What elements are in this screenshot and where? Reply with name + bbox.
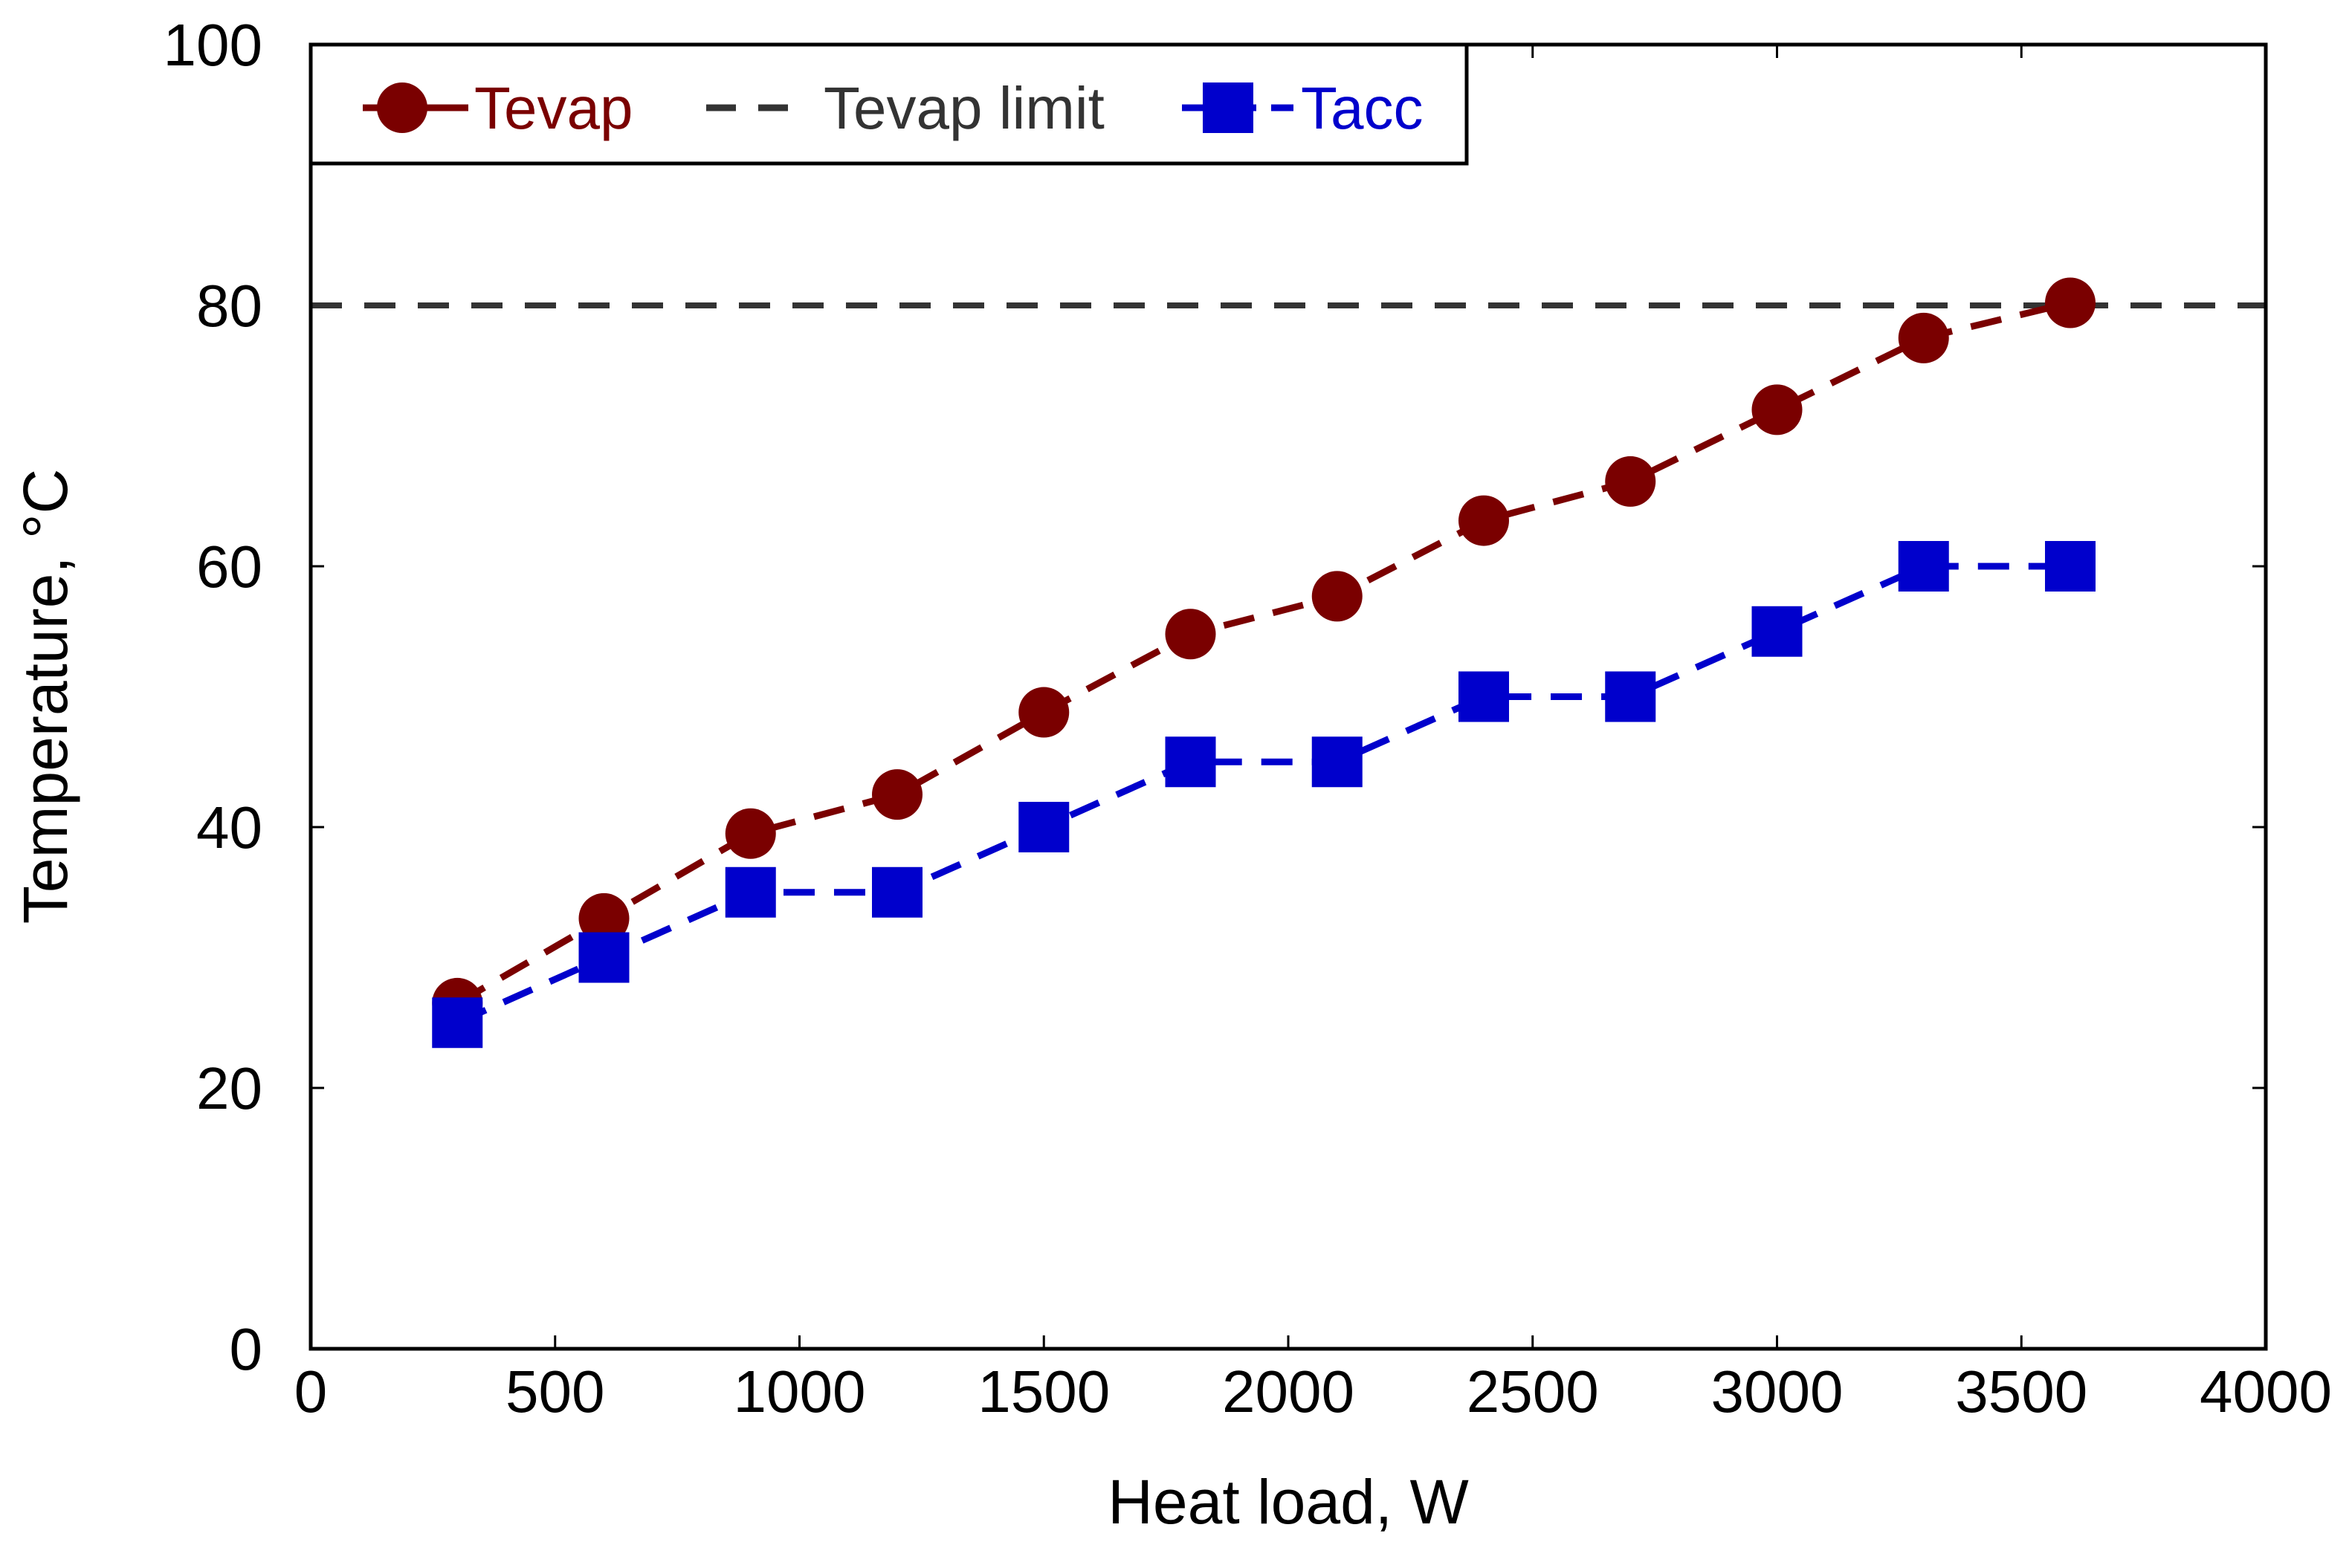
tevap-point [1458, 495, 1509, 546]
x-axis-title: Heat load, W [1108, 1467, 1469, 1537]
y-tick-label: 40 [196, 794, 262, 861]
tacc-point [725, 866, 776, 918]
x-tick-label: 3000 [1711, 1358, 1844, 1425]
ticks: 0 500 1000 1500 2000 2500 3000 3500 4000 0 20 40 60 8… [164, 12, 2332, 1425]
tacc-point [1311, 736, 1363, 788]
y-tick-label: 60 [196, 534, 262, 600]
y-tick-label: 80 [196, 273, 262, 339]
x-tick-label: 0 [294, 1358, 328, 1425]
y-tick-label: 20 [196, 1055, 262, 1121]
legend-tacc-label: Tacc [1301, 75, 1424, 141]
tevap-point [1165, 609, 1216, 660]
x-tick-label: 1000 [734, 1358, 866, 1425]
series-layer [432, 277, 2096, 1049]
y-tick-label: 100 [164, 12, 262, 78]
tacc-point [1018, 802, 1070, 852]
legend-item-tacc: Tacc [1182, 75, 1424, 141]
y-tick-label: 0 [230, 1316, 263, 1382]
tevap-point [1605, 456, 1656, 507]
tevap-point [1898, 312, 1949, 363]
legend-item-tevap: Tevap [363, 75, 633, 141]
tevap-series-line [455, 299, 2072, 1006]
legend: Tevap Tevap limit Tacc [308, 42, 1469, 166]
tevap-point [1311, 571, 1363, 622]
x-tick-label: 4000 [2200, 1358, 2332, 1425]
tacc-point [1898, 541, 1949, 592]
tevap-point [578, 892, 630, 944]
legend-box [308, 42, 1469, 166]
plot-area [311, 45, 2266, 1349]
tacc-point [1605, 671, 1656, 722]
legend-tevap-marker [377, 82, 427, 133]
x-tick-label: 3500 [1955, 1358, 2087, 1425]
x-tick-label: 1500 [978, 1358, 1110, 1425]
tevap-point [1751, 384, 1803, 435]
legend-tacc-marker [1203, 82, 1253, 133]
legend-item-tevap-limit: Tevap limit [706, 75, 1105, 141]
tacc-point [1458, 671, 1509, 722]
x-tick-label: 2500 [1467, 1358, 1599, 1425]
tevap-point [1018, 687, 1070, 738]
tacc-point [1751, 606, 1803, 657]
y-axis-title: Temperature, °C [10, 469, 80, 924]
x-tick-label: 500 [505, 1358, 604, 1425]
legend-limit-label: Tevap limit [824, 75, 1105, 141]
tevap-point [725, 808, 776, 859]
tevap-point [872, 769, 923, 820]
tacc-point [578, 932, 630, 983]
tacc-point [432, 997, 483, 1049]
tevap-point [2045, 277, 2096, 328]
legend-tevap-label: Tevap [474, 75, 633, 141]
tacc-point [2045, 541, 2096, 592]
tacc-point [872, 866, 923, 918]
x-tick-label: 2000 [1222, 1358, 1354, 1425]
tacc-point [1165, 736, 1216, 788]
